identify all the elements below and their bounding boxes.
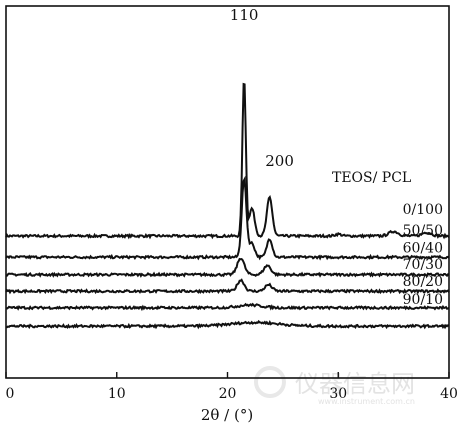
series-line-90-10 (5, 319, 450, 330)
legend-title: TEOS/ PCL (332, 170, 411, 186)
series-line-70-30 (5, 278, 450, 295)
series-line-50-50 (5, 175, 450, 261)
plot-frame (5, 5, 450, 379)
series-line-0-100 (5, 82, 450, 240)
x-tick-label-20: 20 (219, 386, 237, 402)
watermark-text: 仪器信息网 (295, 370, 415, 398)
watermark-logo-icon (254, 366, 286, 398)
series-label-70-30: 70/30 (403, 257, 443, 273)
x-tick-label-30: 30 (329, 386, 347, 402)
x-ticks: 0 10 20 30 40 (5, 372, 458, 402)
x-tick-label-40: 40 (440, 386, 458, 402)
series-layer (5, 82, 450, 330)
peak-label-110: 110 (230, 6, 259, 24)
series-label-80-20: 80/20 (403, 274, 443, 290)
peak-label-200: 200 (265, 152, 294, 170)
series-label-90-10: 90/10 (403, 292, 443, 308)
x-tick-label-10: 10 (108, 386, 126, 402)
series-line-60-40 (5, 257, 450, 278)
series-line-80-20 (5, 302, 450, 312)
series-label-60-40: 60/40 (403, 241, 443, 257)
x-tick-label-0: 0 (6, 386, 15, 402)
watermark: 仪器信息网 www.instrument.com.cn (254, 366, 415, 406)
x-axis-title: 2θ / (°) (201, 406, 253, 424)
watermark-url: www.instrument.com.cn (318, 397, 415, 406)
series-label-0-100: 0/100 (403, 202, 443, 218)
series-label-50-50: 50/50 (403, 223, 443, 239)
